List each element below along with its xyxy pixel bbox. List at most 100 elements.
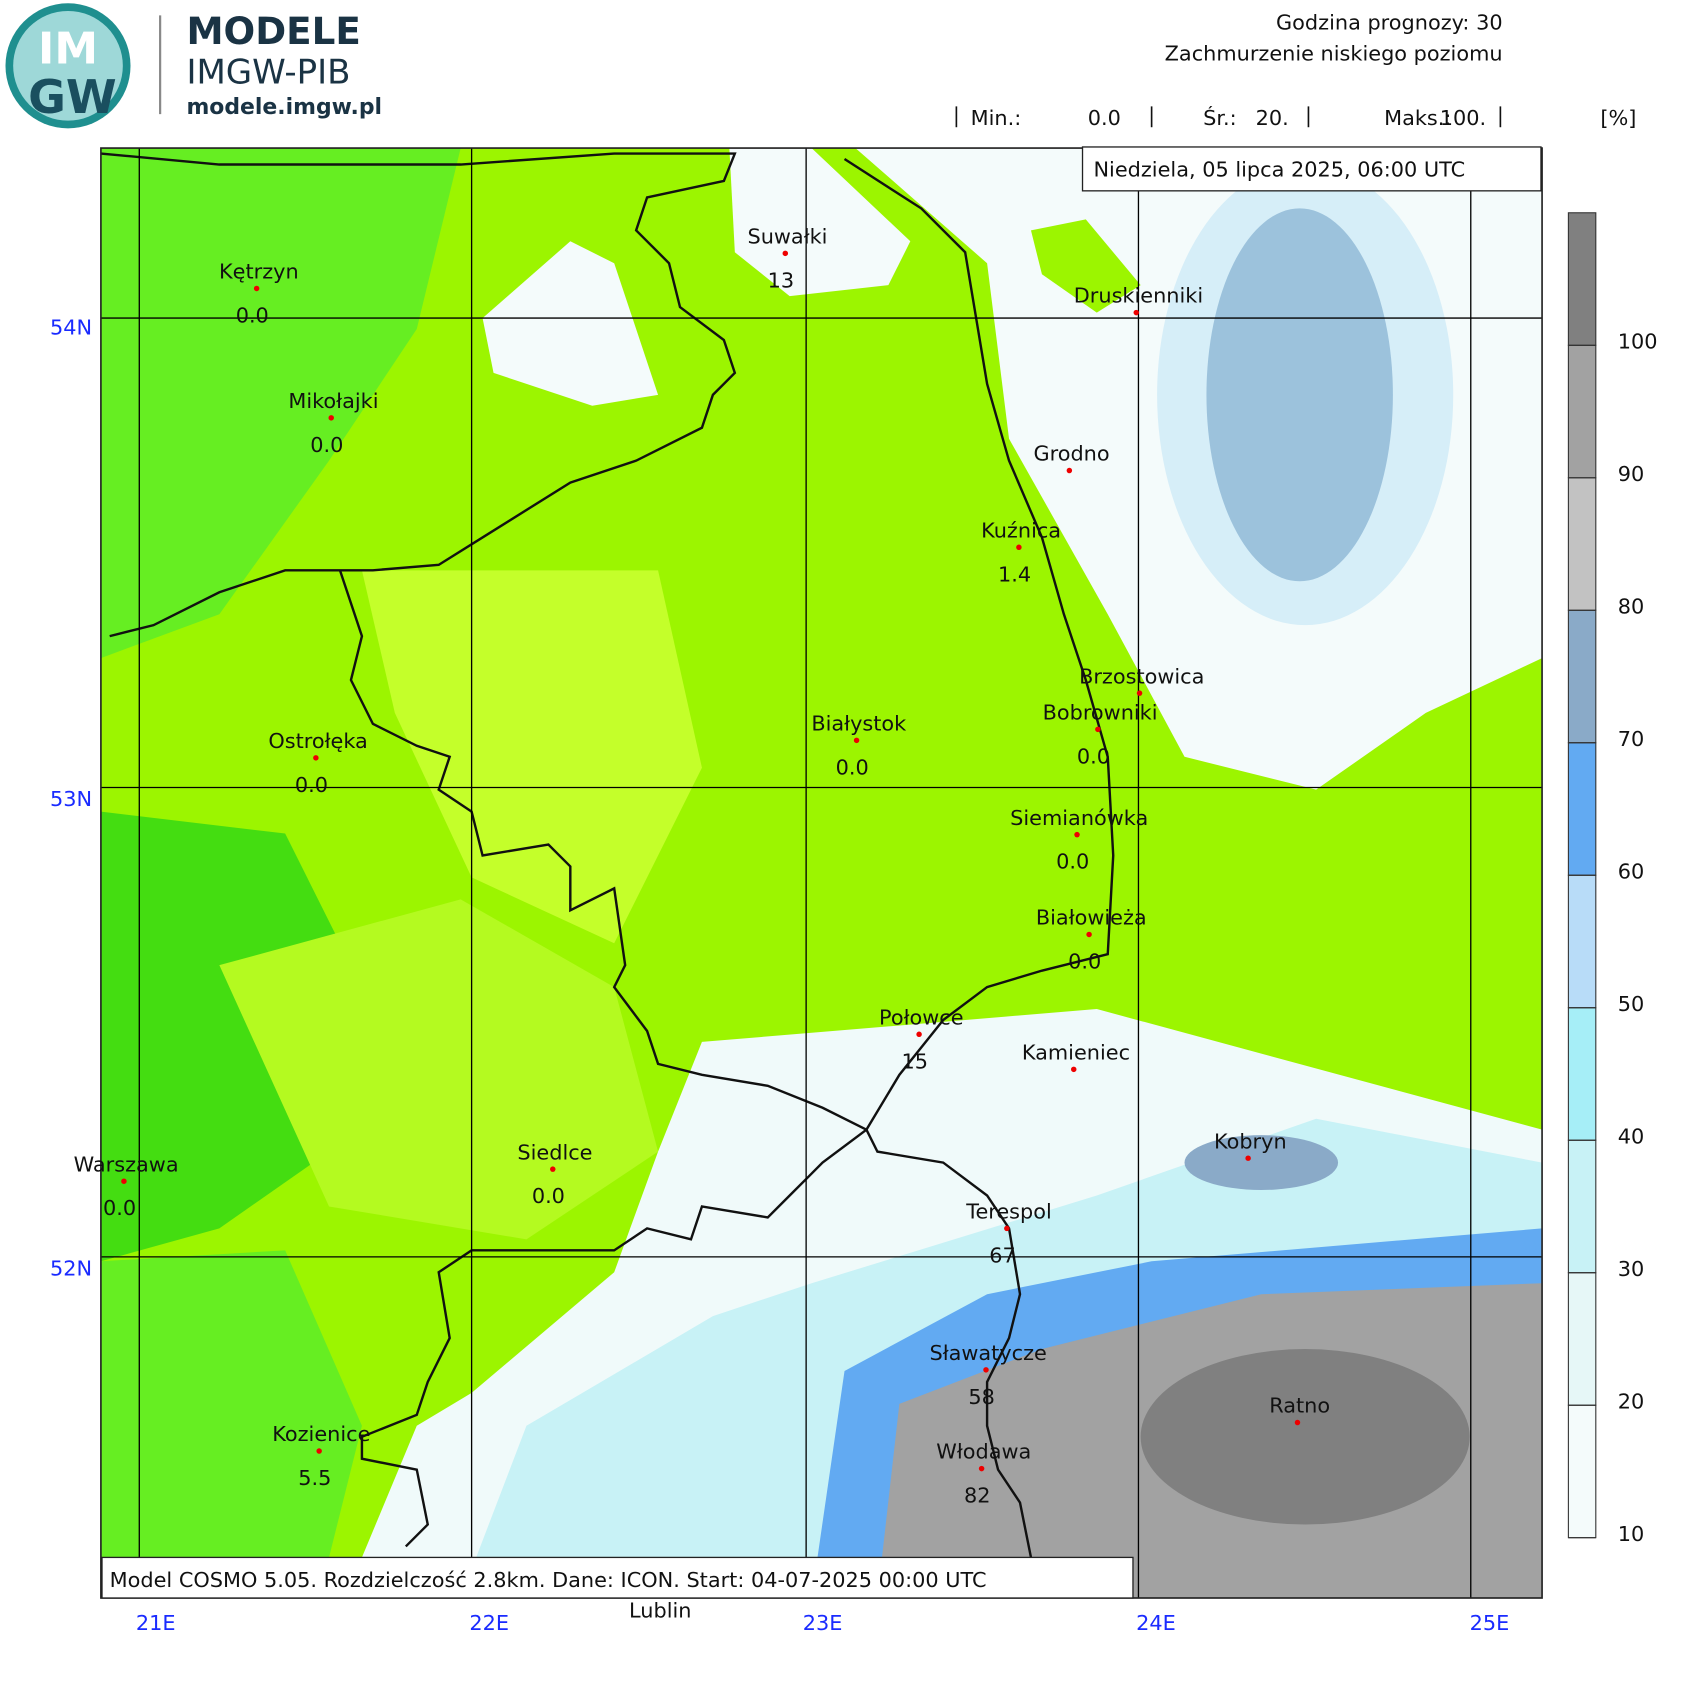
city-name: Mikołajki xyxy=(288,389,378,413)
city-dot xyxy=(1245,1155,1251,1161)
lon-label: 24E xyxy=(1136,1611,1176,1635)
colorbar-label: 70 xyxy=(1618,727,1645,751)
city-value: 15 xyxy=(901,1049,928,1073)
colorbar-band xyxy=(1567,1272,1597,1406)
city-name: Siemianówka xyxy=(1010,806,1148,830)
city-dot xyxy=(853,737,860,744)
city-value: 0.0 xyxy=(1056,850,1089,874)
stat-label: Min.: xyxy=(971,106,1022,130)
colorbar-band xyxy=(1567,609,1597,744)
colorbar-band xyxy=(1567,477,1597,611)
lat-label: 52N xyxy=(50,1257,92,1281)
colorbar-label: 40 xyxy=(1618,1124,1645,1148)
stat-label: Maks.: xyxy=(1384,106,1451,130)
city-dot xyxy=(316,1448,322,1454)
city-value: 0.0 xyxy=(836,755,869,779)
city-name: Ostrołęka xyxy=(268,729,367,753)
city-name: Lublin xyxy=(629,1599,691,1623)
brand-title: MODELE xyxy=(186,9,360,53)
lat-label: 53N xyxy=(50,787,92,811)
field-yellowgreen xyxy=(361,570,702,944)
city-dot xyxy=(1066,467,1073,474)
city-dot xyxy=(978,1465,985,1472)
city-dot xyxy=(1294,1419,1301,1426)
city-name: Ratno xyxy=(1269,1394,1330,1418)
city-dot xyxy=(1086,931,1092,938)
city-name: Grodno xyxy=(1033,442,1109,466)
lat-label: 54N xyxy=(50,316,92,340)
logo-inner xyxy=(13,10,123,121)
colorbar-label: 30 xyxy=(1618,1257,1645,1281)
city-dot xyxy=(313,755,319,761)
field-green xyxy=(100,811,362,1262)
colorbar-label: 10 xyxy=(1618,1522,1645,1546)
stat-label: Śr.: xyxy=(1203,105,1237,130)
city-dot xyxy=(1074,831,1080,838)
lon-label: 25E xyxy=(1470,1611,1510,1635)
city-value: 82 xyxy=(964,1484,991,1508)
city-value: 0.0 xyxy=(236,303,269,327)
colorbar-band xyxy=(1567,874,1597,1009)
city-dot xyxy=(121,1178,127,1184)
date-box xyxy=(1081,146,1542,192)
city-name: Kętrzyn xyxy=(219,260,299,284)
footer-box xyxy=(101,1556,1134,1599)
city-value: 13 xyxy=(768,268,795,292)
city-name: Suwałki xyxy=(747,224,827,248)
border xyxy=(338,569,867,1131)
borders xyxy=(100,152,1115,1558)
colorbar-band xyxy=(1567,1404,1597,1539)
city-dot xyxy=(1133,309,1139,316)
field-yellowgreen xyxy=(219,899,659,1240)
lon-label: 23E xyxy=(803,1611,843,1635)
field-clear xyxy=(482,241,659,406)
city-name: Terespol xyxy=(965,1200,1052,1224)
colorbar-label: 100 xyxy=(1618,330,1658,354)
lon-label: 21E xyxy=(136,1611,176,1635)
city-value: 0.0 xyxy=(310,433,343,457)
city-value: 0.0 xyxy=(295,773,328,797)
city-dot xyxy=(1095,726,1101,733)
city-name: Siedlce xyxy=(517,1140,592,1164)
field-base-blob xyxy=(1030,219,1141,313)
stats: Min.: 0.0 Śr.: 20. Maks.:100. xyxy=(955,105,1502,130)
colorbar-label: 50 xyxy=(1618,992,1645,1016)
city-dot xyxy=(328,415,334,421)
field-cloud xyxy=(1140,1349,1470,1525)
colorbar-label: 20 xyxy=(1618,1389,1645,1413)
city-dot xyxy=(550,1166,556,1172)
city-value: 1.4 xyxy=(998,562,1031,586)
unit: [%] xyxy=(1600,106,1636,130)
field-green xyxy=(100,1250,362,1558)
field-cloud xyxy=(1206,208,1393,582)
brand-url: modele.imgw.pl xyxy=(186,95,382,120)
field-green xyxy=(100,148,461,659)
field-clear xyxy=(729,148,911,297)
logo: IM GW xyxy=(5,3,162,129)
colorbar: 10 20 30 40 50 60 70 80 90 100 xyxy=(1567,212,1658,1546)
city-dot xyxy=(916,1031,922,1037)
city-name: Kuźnica xyxy=(981,518,1061,542)
city-dot xyxy=(782,250,789,257)
city-dot xyxy=(1136,690,1143,696)
border xyxy=(100,152,737,638)
date: Niedziela, 05 lipca 2025, 06:00 UTC xyxy=(1093,158,1465,182)
city-dot xyxy=(983,1367,989,1373)
forecast-hour: Godzina prognozy: 30 xyxy=(1276,11,1503,35)
border xyxy=(360,158,1115,1548)
city-name: Kamieniec xyxy=(1022,1040,1130,1064)
city-value: 5.5 xyxy=(298,1466,331,1490)
stat-value: 100. xyxy=(1440,106,1486,130)
stat-value: 0.0 xyxy=(1088,106,1121,130)
city-dot xyxy=(253,285,260,292)
city-value: 0.0 xyxy=(1077,744,1110,768)
city-dot xyxy=(1004,1225,1010,1232)
city-dot xyxy=(1071,1066,1077,1073)
city-value: 0.0 xyxy=(1068,949,1101,973)
city-name: Brzostowica xyxy=(1079,664,1204,688)
graticule xyxy=(100,148,1543,1598)
field-cloud xyxy=(1184,1135,1339,1190)
city-name: Białystok xyxy=(811,711,906,735)
city-dot xyxy=(1016,544,1022,551)
